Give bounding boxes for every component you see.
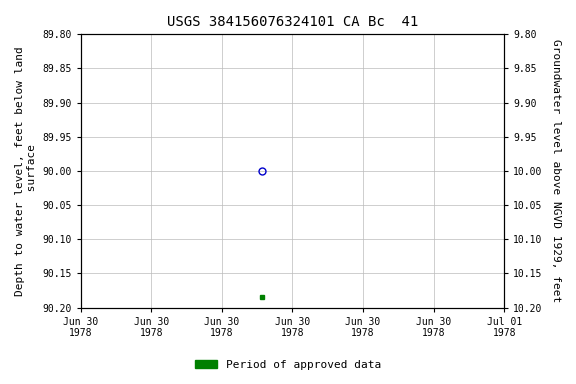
Y-axis label: Depth to water level, feet below land
 surface: Depth to water level, feet below land su… — [15, 46, 37, 296]
Y-axis label: Groundwater level above NGVD 1929, feet: Groundwater level above NGVD 1929, feet — [551, 40, 561, 303]
Legend: Period of approved data: Period of approved data — [191, 356, 385, 375]
Title: USGS 384156076324101 CA Bc  41: USGS 384156076324101 CA Bc 41 — [167, 15, 418, 29]
